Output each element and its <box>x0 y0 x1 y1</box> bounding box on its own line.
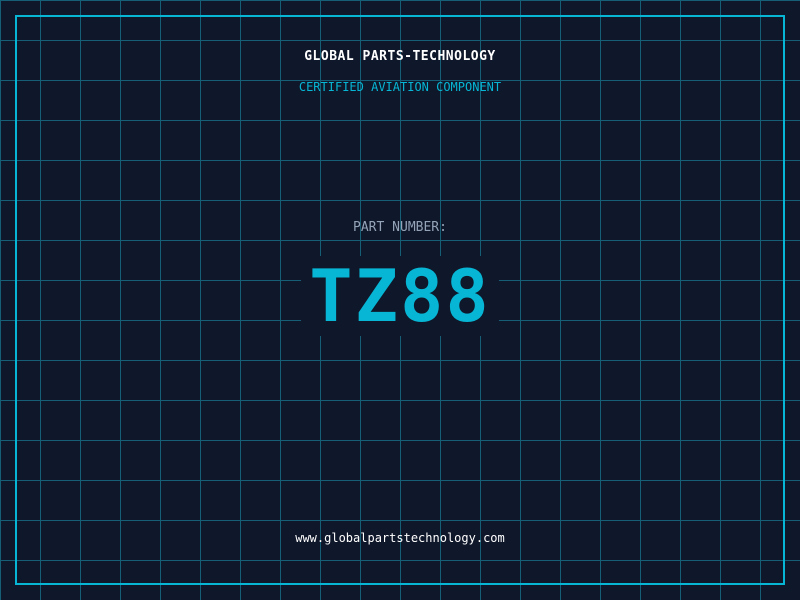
company-title: GLOBAL PARTS-TECHNOLOGY <box>304 49 496 64</box>
part-number-container: TZ88 <box>0 256 800 336</box>
subtitle: CERTIFIED AVIATION COMPONENT <box>298 80 502 94</box>
border-frame <box>15 15 785 585</box>
part-number-label: PART NUMBER: <box>353 220 447 235</box>
part-number: TZ88 <box>301 256 499 336</box>
website-url: www.globalpartstechnology.com <box>295 531 505 545</box>
